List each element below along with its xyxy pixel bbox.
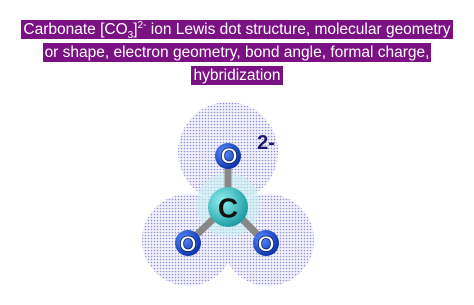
oxygen-atom	[175, 230, 201, 256]
title-text: hybridization	[191, 66, 283, 85]
title-line: Carbonate [CO3]2- ion Lewis dot structur…	[0, 19, 474, 42]
title-text: ]	[133, 21, 138, 38]
atom-label: O	[220, 144, 237, 169]
charge-label: 2-	[257, 132, 275, 154]
oxygen-atom	[215, 143, 241, 169]
title-text: or shape, electron geometry, bond angle,…	[42, 43, 432, 62]
title-highlight: Carbonate [CO3]2- ion Lewis dot structur…	[21, 19, 453, 42]
title-subscript: 3	[127, 30, 134, 42]
carbon-atom	[208, 187, 248, 227]
title-line: or shape, electron geometry, bond angle,…	[0, 42, 474, 63]
title-line: hybridization	[0, 65, 474, 86]
title-superscript: 2-	[137, 19, 147, 31]
atom-label: O	[179, 232, 196, 257]
title-text: ion Lewis dot structure, molecular geome…	[146, 21, 451, 38]
oxygen-atom	[253, 230, 279, 256]
atom-label: O	[257, 232, 274, 257]
atom-label: C	[218, 193, 238, 224]
title-text: Carbonate [CO	[23, 21, 128, 38]
